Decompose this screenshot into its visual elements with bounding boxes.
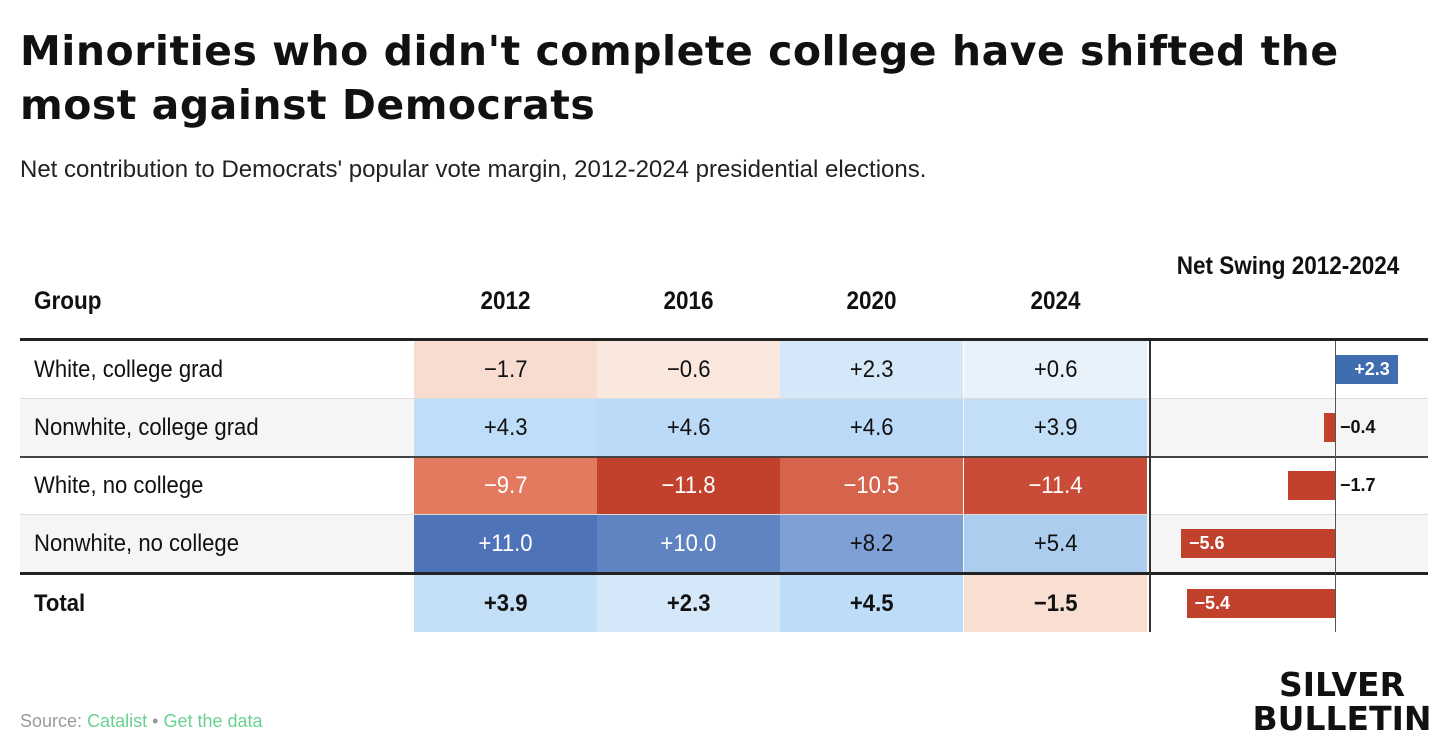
value-cell: −10.5 [780, 457, 963, 514]
source-prefix: Source: [20, 711, 83, 731]
value-cell: +2.3 [780, 341, 963, 398]
year-column-header: 2012 [480, 287, 531, 315]
row-label: Nonwhite, no college [34, 530, 239, 557]
swing-bar [1324, 413, 1335, 442]
value-cell: +4.3 [414, 399, 597, 456]
header-divider [20, 338, 1428, 341]
value-cell: −0.6 [597, 341, 780, 398]
value-text: −1.7 [483, 356, 528, 383]
group-column-header: Group [34, 287, 102, 315]
value-cell: −1.7 [414, 341, 597, 398]
swing-zero-axis [1335, 341, 1336, 632]
row-label: Total [34, 590, 86, 617]
value-text: +2.3 [849, 356, 894, 383]
swing-bar [1288, 471, 1335, 500]
value-cell: +5.4 [964, 515, 1147, 572]
row-label: White, college grad [34, 356, 224, 383]
value-text: +11.0 [478, 530, 533, 557]
swing-column-divider [1149, 341, 1151, 632]
chart-title: Minorities who didn't complete college h… [20, 27, 1339, 129]
swing-label: −0.4 [1340, 417, 1376, 437]
source-separator: • [152, 711, 159, 731]
value-text: −11.4 [1028, 472, 1083, 499]
value-text: +4.5 [849, 590, 894, 617]
value-cell: −11.4 [964, 457, 1147, 514]
year-column-header: 2016 [663, 287, 714, 315]
swing-bar [1186, 589, 1335, 618]
value-cell: +3.9 [414, 575, 597, 632]
value-text: +4.6 [666, 414, 711, 441]
source-link[interactable]: Catalist [87, 711, 148, 731]
value-text: +3.9 [483, 590, 528, 617]
value-cell: +11.0 [414, 515, 597, 572]
logo-line-1: SILVER [1278, 665, 1406, 704]
value-cell: +4.6 [780, 399, 963, 456]
logo-line-2: BULLETIN [1252, 699, 1432, 738]
value-cell: −9.7 [414, 457, 597, 514]
silver-bulletin-logo: SILVER BULLETIN [1250, 668, 1434, 736]
value-text: +4.3 [483, 414, 528, 441]
swing-bar [1181, 529, 1335, 558]
value-text: +3.9 [1033, 414, 1078, 441]
value-text: +4.6 [849, 414, 894, 441]
value-cell: −1.5 [964, 575, 1147, 632]
value-text: −9.7 [483, 472, 528, 499]
net-swing-header: Net Swing 2012-2024 [1176, 252, 1400, 280]
value-cell: +0.6 [964, 341, 1147, 398]
source-line: Source: Catalist • Get the data [20, 711, 263, 732]
value-cell: +4.5 [780, 575, 963, 632]
row-divider [20, 398, 1428, 399]
value-cell: +4.6 [597, 399, 780, 456]
row-label: Nonwhite, college grad [34, 414, 259, 441]
swing-label: +2.3 [1354, 359, 1390, 379]
value-cell: +2.3 [597, 575, 780, 632]
row-divider [20, 514, 1428, 515]
swing-bar [1335, 355, 1399, 384]
row-divider [20, 456, 1428, 458]
value-text: −1.5 [1033, 590, 1078, 617]
value-text: −11.8 [661, 472, 716, 499]
value-text: +5.4 [1033, 530, 1078, 557]
swing-label: −5.4 [1194, 593, 1231, 613]
value-cell: +3.9 [964, 399, 1147, 456]
value-cell: +10.0 [597, 515, 780, 572]
swing-label: −5.6 [1189, 533, 1225, 553]
year-column-header: 2020 [846, 287, 897, 315]
value-text: +10.0 [660, 530, 717, 557]
swing-label: −1.7 [1340, 475, 1376, 495]
chart-subtitle: Net contribution to Democrats' popular v… [20, 156, 927, 183]
total-divider [20, 572, 1428, 575]
value-cell: −11.8 [597, 457, 780, 514]
value-cell: +8.2 [780, 515, 963, 572]
value-text: +8.2 [849, 530, 894, 557]
year-column-header: 2024 [1030, 287, 1081, 315]
get-the-data-link[interactable]: Get the data [163, 711, 263, 731]
value-text: −10.5 [843, 472, 900, 499]
value-text: +0.6 [1033, 356, 1078, 383]
row-label: White, no college [34, 472, 204, 499]
value-text: −0.6 [666, 356, 711, 383]
value-text: +2.3 [666, 590, 711, 617]
